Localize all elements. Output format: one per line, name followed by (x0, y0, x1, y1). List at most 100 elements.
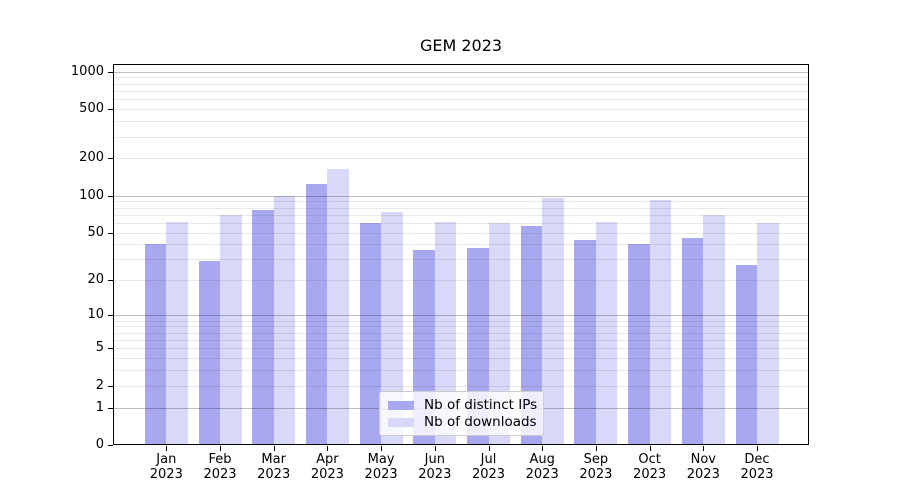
legend-row-distinct-ips: Nb of distinct IPs (388, 397, 538, 414)
legend-label-distinct-ips: Nb of distinct IPs (424, 397, 538, 413)
x-tick-label: Oct 2023 (633, 452, 667, 482)
x-tick-mark (649, 446, 651, 451)
minor-gridline (114, 280, 808, 282)
y-tick-label: 100 (79, 187, 104, 203)
minor-gridline (114, 358, 808, 359)
minor-gridline (114, 99, 808, 101)
y-tick-mark (108, 109, 113, 110)
y-tick-label: 50 (87, 224, 104, 240)
x-tick-label: Apr 2023 (310, 452, 344, 482)
minor-gridline (114, 320, 808, 322)
bar-downloads-jun (434, 221, 457, 445)
legend-swatch-downloads (388, 418, 414, 427)
minor-gridline (114, 201, 808, 203)
y-tick-label: 500 (79, 101, 104, 116)
minor-gridline (114, 244, 808, 246)
minor-gridline (114, 158, 808, 160)
bar-downloads-may (381, 211, 403, 445)
y-tick-label: 2 (95, 377, 104, 393)
minor-gridline (114, 77, 808, 79)
y-tick-mark (108, 315, 113, 317)
bar-downloads-dec (757, 222, 779, 445)
bar-distinct-ips-nov (681, 238, 704, 445)
y-tick-label: 0 (95, 437, 104, 452)
y-tick-label: 20 (87, 272, 104, 288)
bar-downloads-mar (273, 195, 296, 445)
x-tick-mark (542, 446, 544, 451)
x-tick-label: Mar 2023 (257, 452, 291, 482)
minor-gridline (114, 90, 808, 92)
y-tick-mark (108, 158, 113, 160)
minor-gridline (114, 136, 808, 138)
x-tick-mark (757, 446, 758, 451)
chart-title: GEM 2023 (419, 36, 503, 55)
x-tick-label: Aug 2023 (525, 452, 559, 482)
x-tick-label: Sep 2023 (579, 452, 613, 482)
minor-gridline (114, 83, 808, 85)
bar-distinct-ips-sep (574, 240, 596, 445)
major-gridline (114, 71, 808, 73)
bar-distinct-ips-may (359, 222, 382, 445)
minor-gridline (114, 339, 808, 341)
x-tick-label: May 2023 (364, 452, 398, 482)
legend-label-downloads: Nb of downloads (424, 414, 537, 430)
x-tick-mark (220, 446, 221, 451)
x-tick-mark (166, 446, 168, 451)
minor-gridline (114, 214, 808, 216)
bar-distinct-ips-oct (628, 244, 650, 445)
legend: Nb of distinct IPs Nb of downloads (379, 391, 544, 436)
major-gridline (114, 195, 808, 197)
x-tick-mark (381, 446, 383, 451)
y-tick-mark (108, 445, 113, 446)
minor-gridline (114, 332, 808, 334)
y-tick-mark (108, 280, 113, 282)
bar-downloads-aug (542, 197, 564, 445)
minor-gridline (114, 121, 808, 122)
minor-gridline (114, 259, 808, 261)
bar-distinct-ips-aug (520, 225, 543, 445)
y-tick-mark (108, 195, 113, 197)
y-tick-mark (108, 348, 113, 350)
bar-distinct-ips-mar (252, 209, 274, 445)
legend-row-downloads: Nb of downloads (388, 414, 537, 431)
x-tick-label: Nov 2023 (686, 452, 720, 482)
minor-gridline (114, 326, 808, 328)
bar-distinct-ips-feb (198, 261, 220, 445)
y-tick-label: 10 (87, 307, 104, 323)
bar-downloads-jan (166, 221, 188, 445)
x-tick-label: Jul 2023 (471, 452, 506, 482)
minor-gridline (114, 348, 808, 350)
x-tick-mark (488, 446, 490, 451)
bar-downloads-nov (703, 214, 725, 445)
x-tick-mark (273, 446, 275, 451)
y-tick-label: 1 (95, 399, 104, 415)
y-tick-mark (108, 71, 113, 73)
bar-downloads-oct (649, 200, 672, 445)
x-tick-mark (703, 446, 705, 451)
minor-gridline (114, 207, 808, 209)
major-gridline (114, 315, 808, 317)
x-tick-label: Jan 2023 (149, 452, 183, 482)
minor-gridline (114, 109, 808, 110)
x-tick-mark (595, 446, 597, 451)
x-tick-label: Dec 2023 (740, 452, 774, 482)
y-tick-label: 200 (79, 150, 104, 166)
minor-gridline (114, 370, 808, 372)
y-tick-mark (108, 232, 113, 234)
bar-distinct-ips-dec (735, 264, 757, 445)
x-tick-mark (434, 446, 436, 451)
minor-gridline (114, 222, 808, 224)
bar-downloads-apr (327, 169, 349, 445)
bar-distinct-ips-apr (305, 184, 328, 445)
bar-downloads-sep (595, 221, 618, 445)
legend-swatch-distinct-ips (388, 401, 414, 410)
x-tick-mark (327, 446, 329, 451)
bar-downloads-feb (220, 215, 242, 445)
x-tick-label: Jun 2023 (418, 452, 452, 482)
bar-downloads-jul (488, 222, 510, 445)
y-tick-mark (108, 385, 113, 387)
y-tick-label: 1000 (70, 63, 104, 79)
x-tick-label: Feb 2023 (203, 452, 237, 482)
minor-gridline (114, 232, 808, 234)
